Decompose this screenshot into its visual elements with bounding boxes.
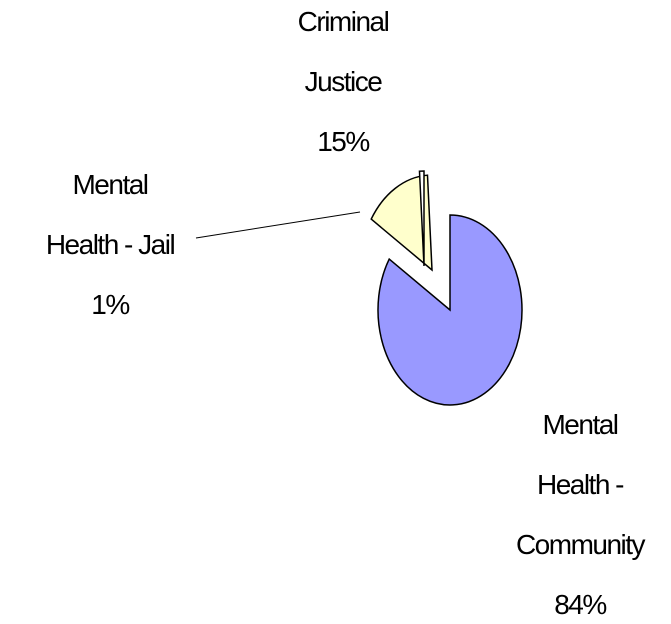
slice-label: Mental Health - Jail 1%	[40, 155, 180, 335]
pie-slice	[418, 170, 425, 267]
slice-label: Criminal Justice 15%	[273, 0, 413, 172]
slice-name: Mental Health - Community	[515, 409, 646, 560]
pie-slice	[377, 214, 523, 406]
slice-name: Mental Health - Jail	[45, 169, 176, 260]
slice-value: 84%	[554, 589, 607, 620]
leader-line	[195, 211, 361, 239]
slice-value: 1%	[91, 289, 130, 320]
slice-label: Mental Health - Community 84%	[510, 395, 650, 624]
slice-value: 15%	[317, 126, 370, 157]
slice-name: Criminal Justice	[297, 6, 390, 97]
